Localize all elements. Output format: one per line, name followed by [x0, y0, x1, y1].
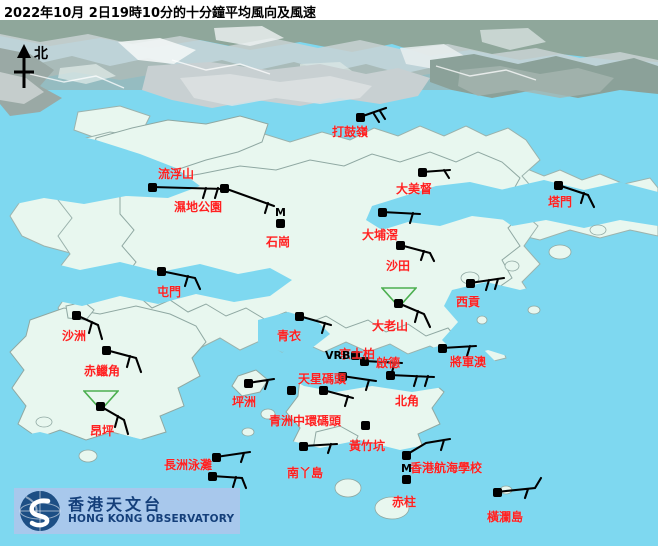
station-dot-icon	[97, 403, 104, 410]
station-dot-icon	[73, 312, 80, 319]
hko-logo-icon	[19, 491, 61, 531]
mainland-rivers	[29, 59, 537, 89]
map-canvas: 北 打鼓嶺流浮山濕地公園石崗 M 大美督塔門大埔滘沙田西貢 屯門青衣 大老山啟德 將軍澳 京…	[0, 20, 658, 546]
station-label: 大美督	[396, 182, 433, 196]
north-label: 北	[34, 46, 48, 62]
station-label: 大老山	[372, 319, 409, 333]
station-label: 大埔滘	[362, 228, 399, 242]
station-dot-icon	[209, 473, 216, 480]
station-dot-icon	[419, 169, 426, 176]
station-label: 打鼓嶺	[332, 125, 369, 139]
station-dot-icon	[149, 184, 156, 191]
station-label: 青衣	[277, 329, 302, 343]
maintenance-marker: M	[275, 206, 286, 219]
station-dot-icon	[387, 372, 394, 379]
station-label: 石崗	[266, 235, 291, 249]
station-label: 昂坪	[90, 424, 115, 438]
variable-wind-label: VRB	[325, 349, 351, 362]
mainland-satellite-layer	[0, 20, 658, 116]
station-label: 南丫島	[287, 466, 324, 480]
station-label: 青洲	[269, 414, 294, 428]
station-label: 北角	[395, 394, 420, 408]
station-dot-icon	[357, 114, 364, 121]
station-label: 黃竹坑	[349, 439, 386, 453]
station-label: 屯門	[157, 285, 182, 299]
map-geography	[0, 20, 658, 546]
station-label: 西貢	[456, 295, 481, 309]
station-label: 赤柱	[392, 495, 417, 509]
station-label: 天星碼頭	[298, 372, 347, 386]
station-label: 流浮山	[158, 167, 195, 181]
station-dot-icon	[494, 489, 501, 496]
station-label: 中環碼頭	[293, 414, 342, 428]
hko-logo: 香港天文台 HONG KONG OBSERVATORY	[14, 488, 240, 534]
title-bar: 2022年10月 2日19時10分的十分鐘平均風向及風速	[0, 0, 658, 21]
station-dot-icon	[296, 313, 303, 320]
station-label: 香港航海學校	[410, 461, 483, 475]
maintenance-marker: M	[401, 462, 412, 475]
station-label: 沙田	[386, 259, 411, 273]
station-label: 沙洲	[62, 329, 87, 343]
station-dot-icon	[213, 454, 220, 461]
station-dot-icon	[403, 452, 410, 459]
station-dot-icon	[403, 476, 410, 483]
station-label: 京士柏	[339, 347, 376, 361]
station-dot-icon	[467, 280, 474, 287]
station-label: 塔門	[548, 195, 573, 209]
station-label: 將軍澳	[450, 355, 487, 369]
logo-chinese-name: 香港天文台	[68, 495, 164, 515]
station-label: 啟德	[376, 356, 401, 370]
station-dot-icon	[395, 300, 402, 307]
north-arrow: 北	[6, 42, 62, 94]
station-dot-icon	[320, 387, 327, 394]
logo-english-name: HONG KONG OBSERVATORY	[68, 512, 235, 525]
station-dot-icon	[103, 347, 110, 354]
station-dot-icon	[158, 268, 165, 275]
station-dot-icon	[397, 242, 404, 249]
page-title: 2022年10月 2日19時10分的十分鐘平均風向及風速	[4, 6, 317, 21]
station-dot-icon	[379, 209, 386, 216]
station-label: 濕地公園	[174, 200, 223, 214]
station-dot-icon	[352, 352, 359, 359]
station-label: 坪洲	[232, 395, 257, 409]
station-dot-icon	[362, 422, 369, 429]
station-dot-icon	[439, 345, 446, 352]
station-dot-icon	[277, 220, 284, 227]
station-dot-icon	[555, 182, 562, 189]
station-dot-icon	[245, 380, 252, 387]
station-label: 橫瀾島	[487, 510, 524, 524]
station-dot-icon	[288, 387, 295, 394]
station-dot-icon	[300, 443, 307, 450]
station-dot-icon	[221, 185, 228, 192]
station-label: 赤鱲角	[84, 364, 121, 378]
station-label: 長洲泳灘	[164, 458, 213, 472]
